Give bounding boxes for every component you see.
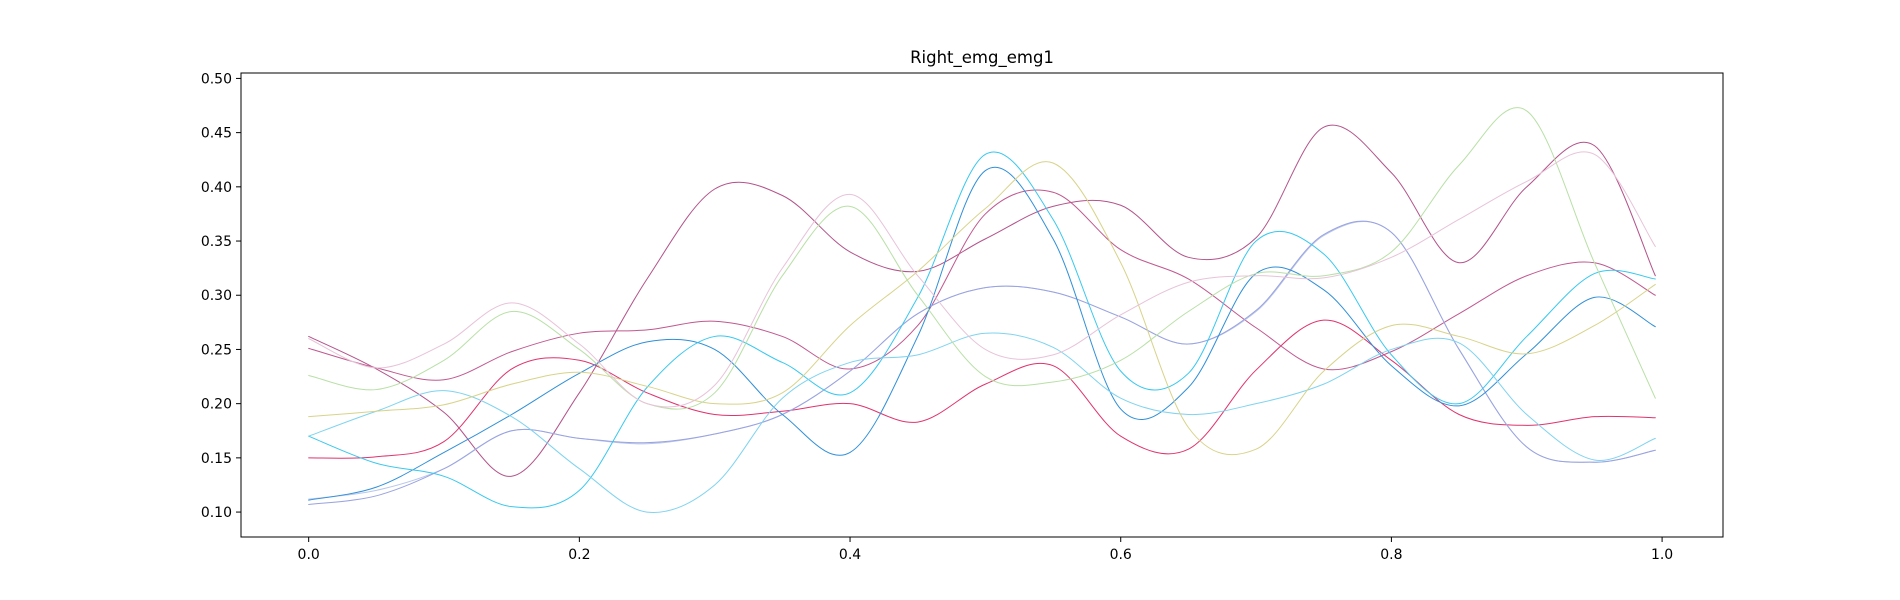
- plot-area-frame: [240, 72, 1724, 538]
- y-tick-label: 0.45: [201, 126, 232, 142]
- y-tick-label: 0.20: [201, 397, 232, 413]
- y-tick-label: 0.10: [201, 505, 232, 521]
- y-tick-label: 0.50: [201, 71, 232, 87]
- x-tick-label: 0.4: [839, 547, 861, 563]
- y-tick-label: 0.25: [201, 342, 232, 358]
- series-line-8: [308, 332, 1656, 513]
- series-line-3: [308, 189, 1656, 381]
- series-line-10: [308, 107, 1656, 410]
- x-tick-label: 1.0: [1651, 547, 1673, 563]
- y-tick-label: 0.40: [201, 180, 232, 196]
- x-axis: 0.0 0.2 0.4 0.6 0.8 1.0: [298, 537, 1673, 563]
- series-line-2: [308, 124, 1656, 477]
- series-group: [308, 107, 1656, 513]
- series-line-6: [308, 166, 1656, 501]
- y-tick-label: 0.35: [201, 234, 232, 250]
- y-tick-label: 0.15: [201, 451, 232, 467]
- x-tick-label: 0.8: [1380, 547, 1402, 563]
- series-line-11: [308, 151, 1656, 408]
- x-tick-label: 0.2: [568, 547, 590, 563]
- y-tick-label: 0.30: [201, 288, 232, 304]
- series-line-7: [308, 151, 1656, 509]
- series-line-5: [308, 220, 1656, 505]
- series-line-9: [308, 161, 1656, 456]
- chart-title: Right_emg_emg1: [910, 48, 1054, 68]
- y-axis: 0.10 0.15 0.20 0.25 0.30 0.35 0.40 0.45 0.50: [201, 71, 241, 521]
- x-tick-label: 0.6: [1110, 547, 1132, 563]
- x-tick-label: 0.0: [298, 547, 320, 563]
